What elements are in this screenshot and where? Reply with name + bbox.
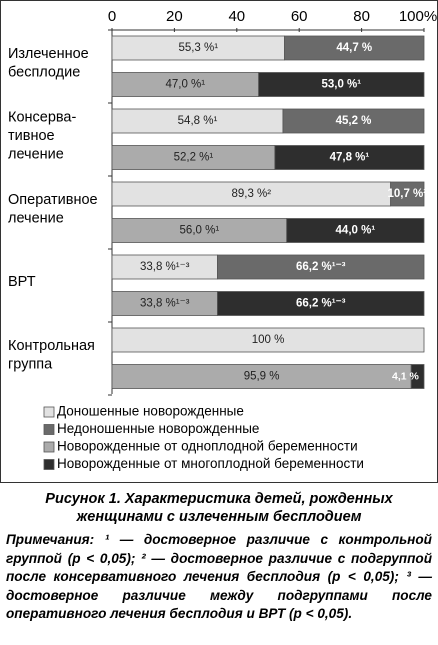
x-tick-label: 60	[291, 8, 308, 25]
bar	[111, 254, 218, 280]
y-tick-label: ВРТ	[8, 274, 36, 290]
value-label: 33,8 %¹⁻³	[140, 261, 190, 273]
x-tick-label: 100%	[399, 8, 437, 25]
bar	[286, 218, 425, 243]
bar	[390, 181, 425, 207]
bar	[282, 108, 425, 134]
y-tick-label: Контрольная	[8, 338, 95, 354]
bar	[284, 35, 425, 61]
bar	[217, 254, 425, 280]
value-label: 89,3 %²	[231, 188, 271, 200]
y-tick-label: бесплодие	[8, 64, 80, 80]
value-label: 4,1 %	[392, 370, 420, 382]
notes: Примечания: ¹ — достоверное различие с к…	[6, 532, 432, 621]
value-label: 56,0 %¹	[180, 225, 220, 237]
legend-label: Доношенные новорожденные	[57, 404, 244, 419]
x-tick-label: 0	[108, 8, 116, 25]
chart: 0 20 40 60 80 100% Излеченное бесплодие Консерва…	[0, 0, 438, 483]
y-tick-label: группа	[8, 356, 53, 372]
caption: Рисунок 1. Характеристика детей, рожденн…	[45, 491, 393, 525]
bar	[217, 291, 425, 316]
value-label: 33,8 %¹⁻³	[140, 298, 190, 310]
bar	[258, 72, 425, 97]
bar	[111, 291, 218, 316]
legend-label: Новорожденные от многоплодной беременнос…	[57, 456, 364, 471]
x-tick-label: 20	[166, 8, 183, 25]
y-tick-label: Оперативное	[8, 192, 98, 208]
bar	[111, 327, 425, 353]
legend-label: Новорожденные от одноплодной беременност…	[57, 439, 358, 454]
bar	[111, 181, 392, 207]
y-tick-label: лечение	[8, 147, 64, 163]
value-label: 52,2 %¹	[174, 152, 214, 164]
x-tick-label: 40	[228, 8, 245, 25]
y-tick-label: тивное	[8, 128, 55, 144]
value-label: 66,2 %¹⁻³	[296, 298, 346, 310]
value-label: 55,3 %¹	[178, 42, 218, 54]
value-label: 44,0 %¹	[336, 225, 376, 237]
bar	[111, 108, 284, 134]
value-label: 66,2 %¹⁻³	[296, 261, 346, 273]
legend-swatch	[43, 406, 55, 418]
legend-label: Недоношенные новорожденные	[57, 421, 259, 436]
bar	[111, 72, 260, 97]
legend-swatch	[43, 424, 55, 435]
value-label: 47,0 %¹	[165, 79, 205, 91]
value-label: 53,0 %¹	[321, 79, 361, 91]
bar	[111, 364, 412, 389]
legend-swatch	[43, 459, 55, 470]
value-label: 44,7 %	[336, 42, 372, 54]
y-tick-label: Консерва-	[8, 110, 77, 126]
legend-swatch	[43, 441, 55, 453]
value-label: 10,7 %²	[387, 188, 427, 200]
bar	[274, 145, 425, 170]
value-label: 45,2 %	[336, 115, 372, 127]
value-label: 100 %	[252, 334, 285, 346]
bar	[410, 364, 425, 389]
bar	[111, 218, 288, 243]
value-label: 95,9 %	[244, 371, 280, 383]
y-tick-label: лечение	[8, 210, 64, 226]
bar	[111, 35, 285, 61]
x-tick-label: 80	[353, 8, 370, 25]
value-label: 47,8 %¹	[330, 152, 370, 164]
y-tick-label: Излеченное	[8, 46, 89, 62]
value-label: 54,8 %¹	[178, 115, 218, 127]
